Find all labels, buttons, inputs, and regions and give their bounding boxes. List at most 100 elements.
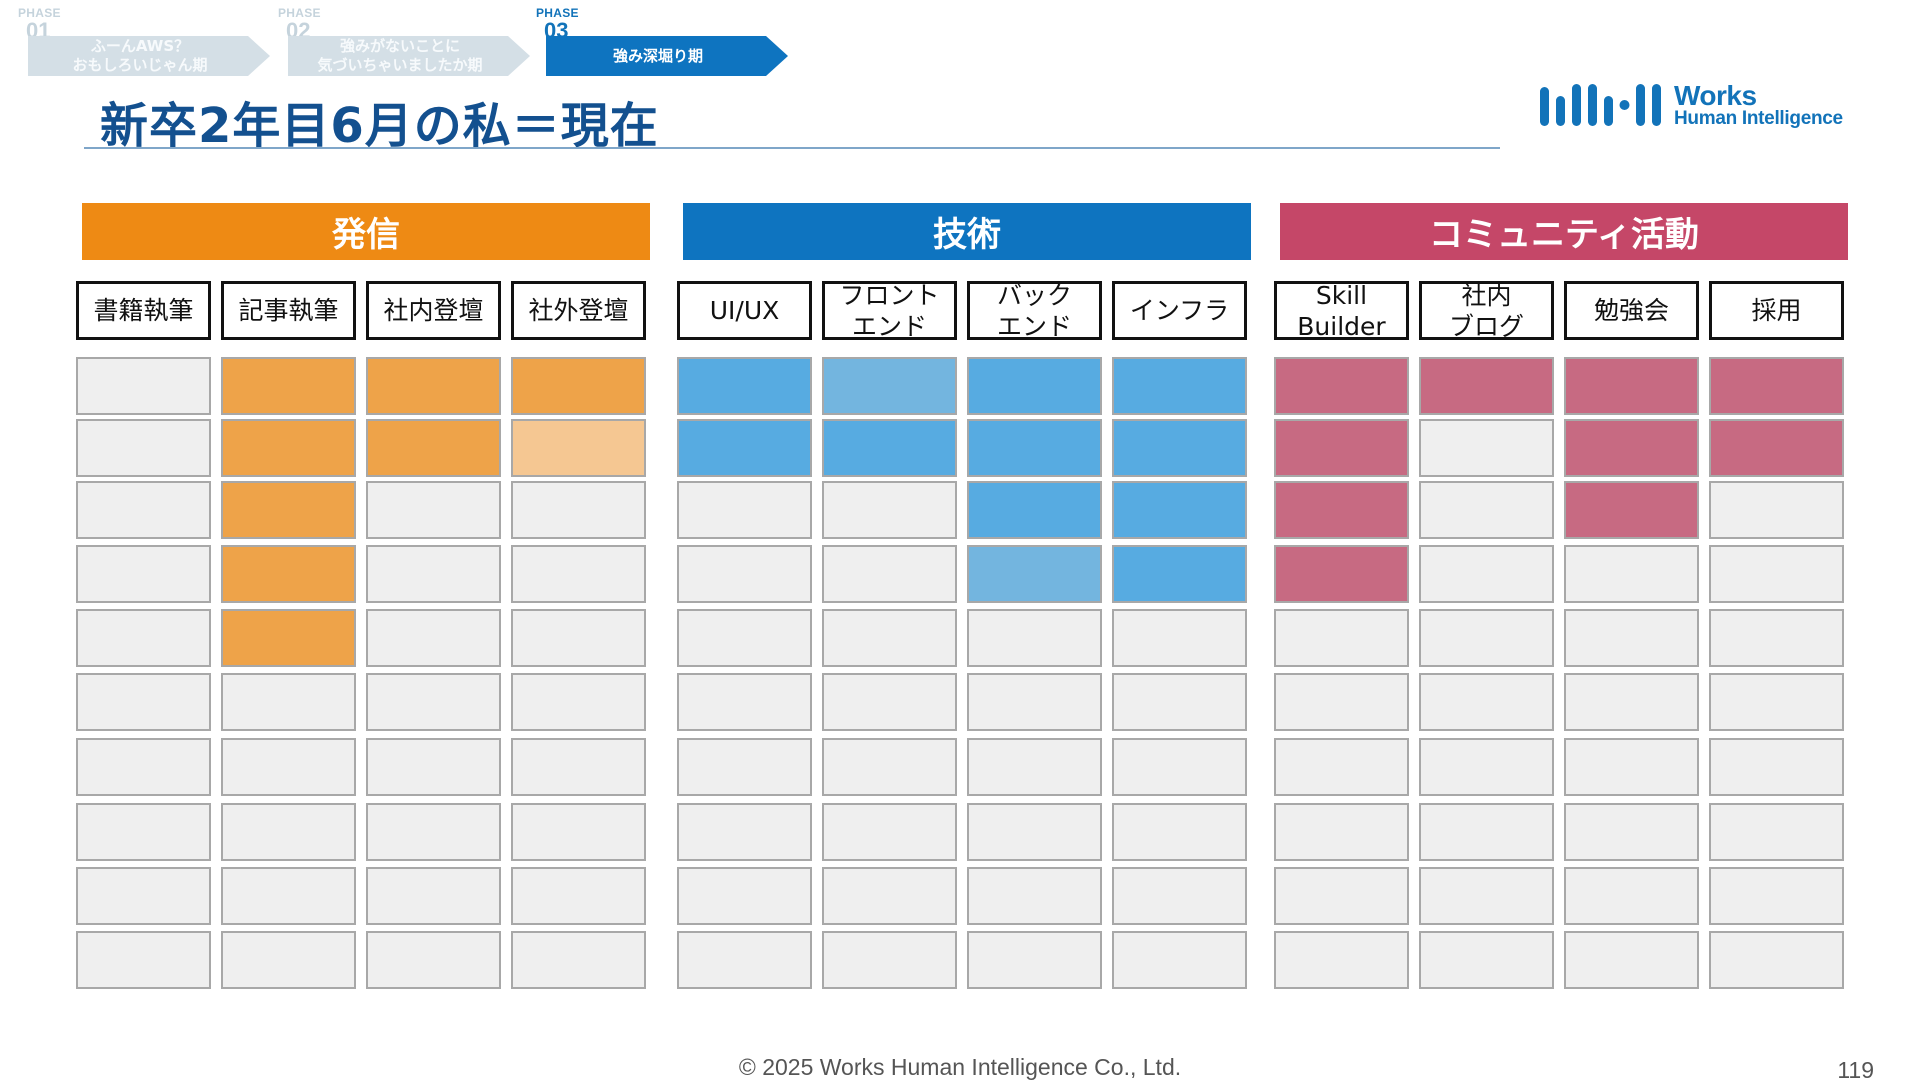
level-cell-filled: [677, 357, 812, 415]
level-cell-filled: [967, 481, 1102, 539]
level-cell-empty: [822, 738, 957, 796]
level-cell-empty: [76, 673, 211, 731]
phase-tag: PHASE: [278, 6, 321, 20]
level-cell-empty: [511, 931, 646, 989]
column-header: 採用: [1709, 281, 1844, 340]
level-cell-filled: [221, 609, 356, 667]
level-cell-filled: [822, 419, 957, 477]
level-cell-empty: [1112, 803, 1247, 861]
column-header: 社内 ブログ: [1419, 281, 1554, 341]
level-cell-empty: [1112, 867, 1247, 925]
level-cell-empty: [677, 481, 812, 539]
level-cell-empty: [967, 867, 1102, 925]
logo-wordmark-line1: Works: [1674, 80, 1757, 111]
phase-label: 強みがないことに 気づいちゃいましたか期: [317, 37, 483, 74]
level-cell-filled: [1274, 545, 1409, 603]
level-cell-filled: [221, 419, 356, 477]
level-cell-filled: [1709, 357, 1844, 415]
level-cell-empty: [76, 545, 211, 603]
level-cell-empty: [76, 357, 211, 415]
column-header: 社外登壇: [511, 281, 646, 340]
level-cell-empty: [1709, 803, 1844, 861]
level-cell-empty: [511, 481, 646, 539]
level-cell-empty: [822, 867, 957, 925]
level-cell-empty: [822, 931, 957, 989]
level-cell-empty: [677, 931, 812, 989]
level-cell-filled: [366, 419, 501, 477]
level-cell-empty: [76, 609, 211, 667]
level-cell-empty: [822, 673, 957, 731]
column-header: UI/UX: [677, 281, 812, 340]
level-cell-filled: [221, 545, 356, 603]
phase-tag: PHASE: [18, 6, 61, 20]
phase-label: ふーんAWS？ おもしろいじゃん期: [72, 37, 208, 74]
level-cell-filled: [1564, 419, 1699, 477]
level-cell-empty: [1274, 673, 1409, 731]
level-cell-empty: [677, 867, 812, 925]
level-cell-empty: [511, 609, 646, 667]
level-cell-empty: [1419, 609, 1554, 667]
level-cell-filled: [1112, 419, 1247, 477]
level-cell-filled: [967, 419, 1102, 477]
column-header: 社内登壇: [366, 281, 501, 340]
level-cell-empty: [967, 673, 1102, 731]
level-cell-empty: [1564, 609, 1699, 667]
level-cell-filled: [1274, 419, 1409, 477]
group-header-3: コミュニティ活動: [1280, 203, 1848, 260]
level-cell-empty: [967, 609, 1102, 667]
level-cell-empty: [822, 545, 957, 603]
level-cell-filled: [1709, 419, 1844, 477]
group-header-1: 発信: [82, 203, 650, 260]
level-cell-empty: [366, 481, 501, 539]
level-cell-empty: [822, 803, 957, 861]
level-cell-empty: [366, 803, 501, 861]
level-cell-empty: [76, 931, 211, 989]
level-cell-empty: [677, 738, 812, 796]
level-cell-empty: [511, 867, 646, 925]
level-cell-empty: [221, 931, 356, 989]
level-cell-filled: [967, 545, 1102, 603]
level-cell-filled: [221, 357, 356, 415]
level-cell-filled: [1112, 481, 1247, 539]
level-cell-filled: [1419, 357, 1554, 415]
level-cell-empty: [221, 673, 356, 731]
column-header: フロント エンド: [822, 281, 957, 341]
level-cell-empty: [1274, 738, 1409, 796]
level-cell-empty: [1274, 931, 1409, 989]
level-cell-empty: [677, 545, 812, 603]
level-cell-empty: [221, 738, 356, 796]
level-cell-empty: [76, 738, 211, 796]
level-cell-empty: [1419, 673, 1554, 731]
level-cell-empty: [1709, 481, 1844, 539]
level-cell-empty: [822, 609, 957, 667]
phase-chevron: 強みがないことに 気づいちゃいましたか期: [288, 36, 530, 76]
level-cell-empty: [967, 738, 1102, 796]
level-cell-empty: [1419, 931, 1554, 989]
level-cell-filled: [1274, 481, 1409, 539]
phase-tag: PHASE: [536, 6, 579, 20]
level-cell-empty: [677, 609, 812, 667]
column-header: インフラ: [1112, 281, 1247, 340]
level-cell-empty: [1419, 419, 1554, 477]
page-title: 新卒2年目6月の私＝現在: [100, 98, 659, 154]
level-cell-filled: [967, 357, 1102, 415]
level-cell-filled: [1274, 357, 1409, 415]
level-cell-empty: [1112, 609, 1247, 667]
level-cell-empty: [1419, 803, 1554, 861]
level-cell-empty: [1274, 867, 1409, 925]
level-cell-empty: [76, 481, 211, 539]
level-cell-filled: [822, 357, 957, 415]
logo-bars-icon: [1540, 84, 1661, 126]
column-header: バック エンド: [967, 281, 1102, 341]
level-cell-empty: [366, 738, 501, 796]
level-cell-empty: [822, 481, 957, 539]
level-cell-empty: [511, 545, 646, 603]
level-cell-filled: [511, 419, 646, 477]
level-cell-empty: [677, 673, 812, 731]
level-cell-empty: [366, 673, 501, 731]
column-header: 勉強会: [1564, 281, 1699, 340]
level-cell-filled: [1112, 357, 1247, 415]
level-cell-empty: [366, 931, 501, 989]
title-divider: [84, 147, 1500, 149]
column-header: 書籍執筆: [76, 281, 211, 340]
